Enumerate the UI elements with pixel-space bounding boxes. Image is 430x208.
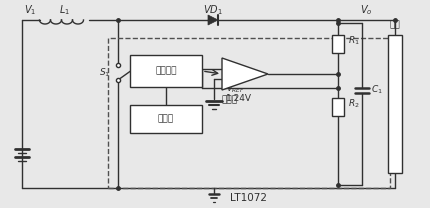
Text: $S_1$: $S_1$ <box>98 66 110 79</box>
Text: 1.24V: 1.24V <box>225 94 252 103</box>
Bar <box>130 105 202 133</box>
Bar <box>331 98 343 116</box>
Text: 振荡器: 振荡器 <box>157 114 174 124</box>
Text: +: + <box>226 62 233 71</box>
Text: 负载: 负载 <box>389 21 399 30</box>
Text: $R_1$: $R_1$ <box>347 35 359 47</box>
Text: $R_2$: $R_2$ <box>347 98 359 110</box>
Text: $V_o$: $V_o$ <box>359 3 372 17</box>
Polygon shape <box>208 15 218 25</box>
Text: $V_1$: $V_1$ <box>24 3 36 17</box>
Text: $VD_1$: $VD_1$ <box>203 3 222 17</box>
Bar <box>108 38 389 188</box>
Polygon shape <box>221 58 267 90</box>
Bar <box>387 35 401 173</box>
Text: LT1072: LT1072 <box>230 193 267 203</box>
Bar <box>331 35 343 53</box>
Text: $V_{REF}$: $V_{REF}$ <box>225 83 244 95</box>
Text: 比较器: 比较器 <box>221 95 237 104</box>
Bar <box>130 55 202 87</box>
Text: $C_1$: $C_1$ <box>370 84 382 96</box>
Text: -: - <box>228 78 231 87</box>
Text: 控制电路: 控制电路 <box>155 67 176 76</box>
Text: $L_1$: $L_1$ <box>59 3 71 17</box>
